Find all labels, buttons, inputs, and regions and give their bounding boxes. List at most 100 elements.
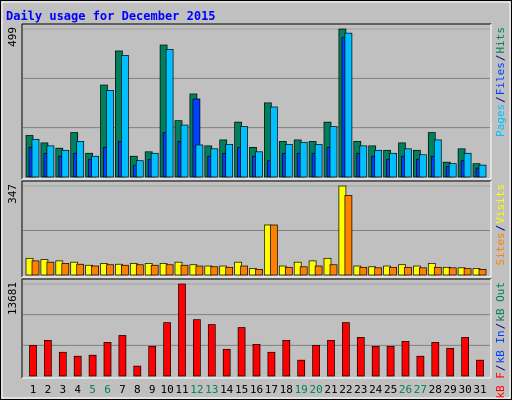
panel <box>21 180 492 278</box>
bar <box>178 283 186 377</box>
bar <box>88 354 97 377</box>
x-tick-label: 21 <box>324 383 337 396</box>
bar <box>344 32 353 178</box>
bar <box>389 152 397 178</box>
x-tick-label: 9 <box>149 383 156 396</box>
bar <box>29 344 37 377</box>
bar <box>404 148 412 178</box>
legend-entry: kB F <box>494 372 507 399</box>
x-tick-label: 27 <box>414 383 427 396</box>
bar <box>461 337 469 377</box>
legend-entry: Sites <box>494 232 507 265</box>
x-tick-label: 2 <box>45 383 52 396</box>
bar <box>121 55 129 178</box>
x-tick-label: 14 <box>220 383 234 396</box>
legend: kB F/kB In/kB Out <box>494 282 507 399</box>
x-tick-label: 12 <box>190 383 203 396</box>
legend-entry: Visits <box>494 184 507 224</box>
bar <box>389 266 397 276</box>
bar <box>76 263 85 276</box>
x-tick-label: 13 <box>205 383 218 396</box>
bar <box>135 264 144 276</box>
x-tick-label: 1 <box>30 383 37 396</box>
x-tick-label: 7 <box>119 383 126 396</box>
x-tick-label: 15 <box>235 383 248 396</box>
bar <box>463 152 472 178</box>
x-tick-label: 3 <box>59 383 66 396</box>
bar <box>255 151 263 178</box>
legend-entry: Files <box>494 62 507 95</box>
legend-separator: / <box>494 365 507 372</box>
x-tick-label: 31 <box>473 383 486 396</box>
bar <box>91 155 99 178</box>
bar <box>284 144 293 178</box>
bar <box>106 264 114 276</box>
legend-entry: Hits <box>494 27 507 54</box>
bar <box>312 344 320 377</box>
x-tick-label: 24 <box>369 383 383 396</box>
bar <box>150 152 159 178</box>
x-tick-label: 5 <box>89 383 96 396</box>
bar <box>371 345 380 377</box>
bar <box>419 154 427 178</box>
bar <box>270 106 278 178</box>
bar <box>478 269 487 276</box>
bar <box>240 265 248 276</box>
bar <box>476 359 484 377</box>
legend-separator: / <box>494 55 507 62</box>
x-tick-label: 23 <box>354 383 367 396</box>
x-tick-label: 18 <box>280 383 293 396</box>
bar <box>31 138 40 178</box>
bar <box>193 319 201 377</box>
bar <box>299 141 308 178</box>
legend-separator: / <box>494 225 507 232</box>
bar <box>61 149 70 178</box>
bar <box>297 359 306 377</box>
bar <box>433 266 442 276</box>
bar <box>163 322 171 377</box>
bar <box>222 348 231 377</box>
bar <box>135 160 144 178</box>
bar <box>329 126 338 178</box>
legend: Pages/Files/Hits <box>494 27 507 137</box>
legend: Sites/Visits <box>494 184 507 266</box>
bar <box>252 343 261 377</box>
bar <box>58 351 67 377</box>
bar <box>374 267 383 276</box>
bar <box>225 144 234 178</box>
x-tick-label: 8 <box>134 383 141 396</box>
bar <box>31 260 40 276</box>
bar <box>91 265 99 276</box>
bar <box>44 340 52 377</box>
chart-title: Daily usage for December 2015 <box>6 9 216 23</box>
bar <box>433 139 442 178</box>
legend-entry: kB Out <box>494 282 507 322</box>
x-tick-label: 19 <box>295 383 308 396</box>
bar <box>46 261 55 276</box>
bar <box>180 264 189 276</box>
bar <box>478 164 487 178</box>
bar <box>150 264 159 276</box>
bar <box>148 345 157 377</box>
bar <box>210 148 219 178</box>
bar <box>207 324 216 377</box>
bar <box>225 266 234 276</box>
y-tick-label: 499 <box>6 27 19 47</box>
bar <box>118 335 127 377</box>
bar <box>46 145 55 178</box>
bar <box>431 342 440 377</box>
bar <box>416 355 425 377</box>
bar <box>314 144 323 178</box>
bar <box>180 124 189 178</box>
bar <box>448 267 457 276</box>
bar <box>133 365 142 377</box>
x-tick-label: 26 <box>399 383 412 396</box>
bar <box>401 341 410 377</box>
legend-separator: / <box>494 96 507 103</box>
bar <box>327 340 335 377</box>
x-tick-label: 10 <box>160 383 173 396</box>
bar <box>374 149 383 178</box>
bar <box>419 267 427 276</box>
